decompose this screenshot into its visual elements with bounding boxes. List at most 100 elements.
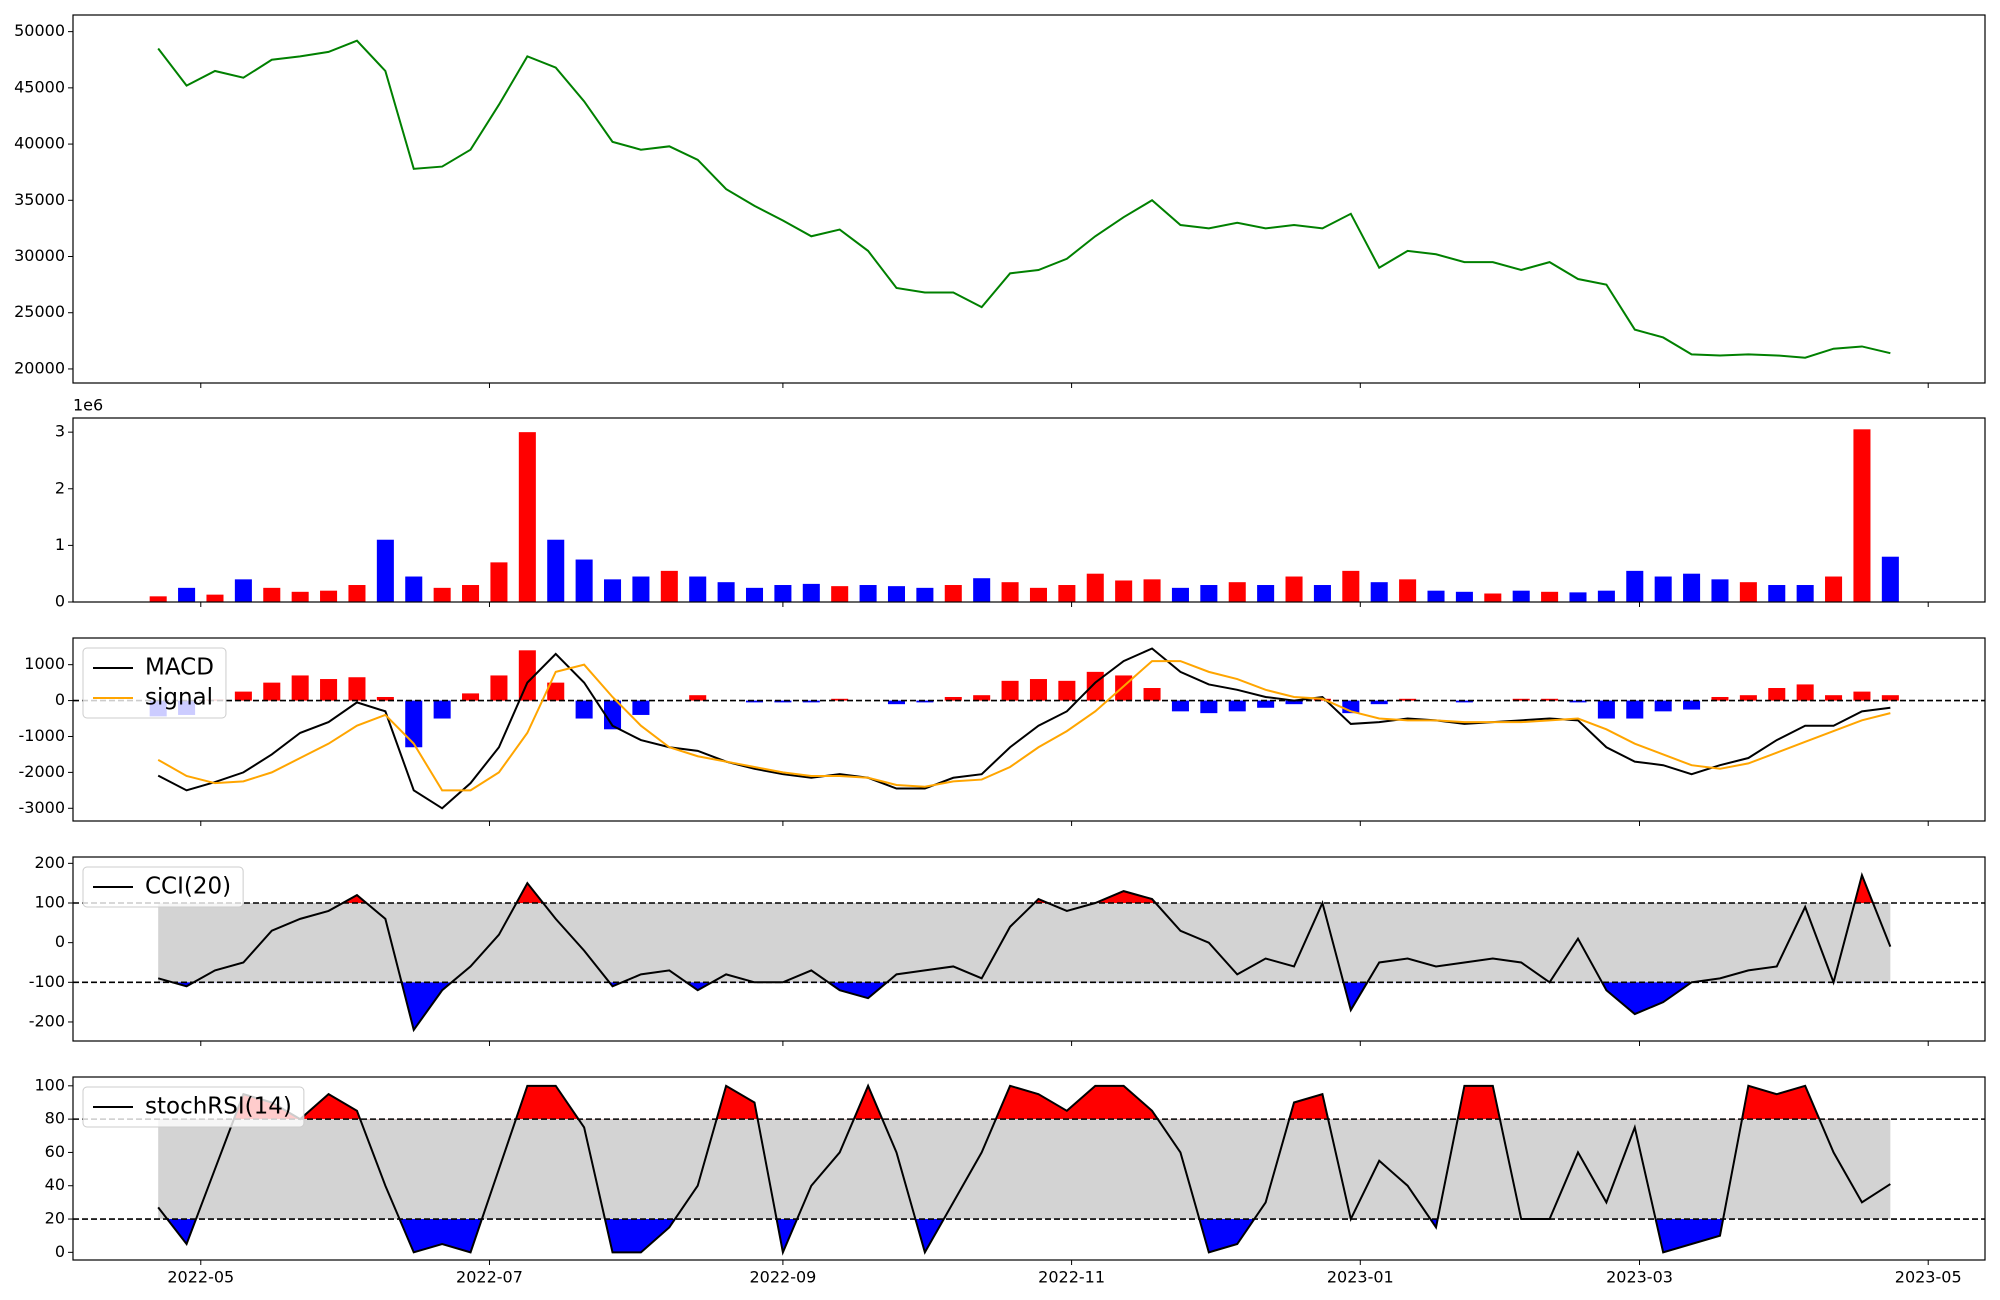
histogram-bar	[348, 677, 366, 701]
volume-bar	[1200, 585, 1218, 602]
volume-bar	[1683, 573, 1701, 602]
y-tick-label: 50000	[14, 21, 65, 40]
volume-bar	[717, 582, 735, 602]
x-tick-label: 2022-11	[1038, 1268, 1105, 1287]
histogram-bar	[1228, 700, 1246, 712]
neutral-band	[158, 1119, 1891, 1220]
volume-bar	[887, 586, 906, 602]
y-tick-label: 25000	[14, 302, 65, 321]
histogram-bar	[1796, 684, 1814, 701]
histogram-bar	[1739, 695, 1757, 701]
volume-bar	[291, 591, 309, 602]
volume-bar	[1796, 585, 1814, 602]
volume-bar	[1711, 579, 1729, 602]
panel-frame	[72, 856, 1986, 1042]
y-tick-label: 20	[45, 1209, 65, 1228]
volume-bar	[802, 583, 820, 602]
volume-bar	[944, 585, 962, 602]
y-tick-label: 1	[55, 535, 65, 554]
volume-bar	[234, 579, 252, 602]
histogram-bar	[1825, 695, 1843, 701]
volume-bar	[774, 585, 792, 602]
volume-bar	[1739, 582, 1757, 602]
oversold-fill	[158, 1219, 1891, 1253]
volume-bar	[660, 570, 678, 602]
legend-label: signal	[145, 685, 213, 711]
y-tick-label: 100	[34, 1075, 65, 1094]
legend-box	[82, 866, 244, 908]
volume-bar	[348, 585, 366, 602]
volume-bar	[1001, 582, 1019, 602]
histogram-bar	[1001, 680, 1019, 701]
y-tick-label: 45000	[14, 77, 65, 96]
legend-label: stochRSI(14)	[145, 1094, 292, 1120]
volume-bar	[405, 576, 423, 602]
histogram-bar	[774, 700, 792, 703]
histogram-bar	[831, 698, 849, 701]
volume-bar	[831, 586, 849, 602]
legend-label: CCI(20)	[145, 874, 231, 900]
y-tick-label: 200	[34, 853, 65, 872]
histogram-bar	[632, 700, 650, 715]
volume-bar	[320, 590, 338, 602]
y-tick-label: -2000	[19, 762, 66, 781]
histogram-bar	[1569, 700, 1587, 703]
histogram-bar	[1257, 700, 1275, 708]
volume-bar	[1541, 591, 1559, 602]
histogram-bar	[1654, 700, 1672, 712]
volume-bar	[859, 585, 877, 602]
volume-bar	[1427, 590, 1445, 602]
volume-bar	[632, 576, 650, 602]
y-tick-label: 3	[55, 422, 65, 441]
y-tick-label: 0	[55, 690, 65, 709]
y-tick-label: 80	[45, 1109, 65, 1128]
histogram-bar	[291, 675, 309, 701]
y-tick-label: 40	[45, 1175, 65, 1194]
histogram-bar	[1143, 688, 1161, 701]
legend-label: MACD	[145, 655, 214, 681]
panel-frame	[72, 637, 1986, 822]
volume-bar	[1455, 591, 1473, 602]
histogram-bar	[263, 682, 281, 701]
y-tick-label: 60	[45, 1142, 65, 1161]
volume-bar	[1825, 576, 1843, 602]
volume-bar	[689, 576, 707, 602]
histogram-bar	[1455, 700, 1473, 703]
histogram-bar	[1512, 698, 1530, 701]
volume-bar	[1512, 590, 1530, 602]
histogram-bar	[916, 700, 934, 703]
histogram-bar	[1853, 691, 1871, 701]
histogram-bar	[745, 700, 764, 703]
volume-bar	[1881, 556, 1899, 602]
histogram-bar	[547, 682, 565, 701]
y-tick-label: 40000	[14, 134, 65, 153]
volume-bar	[604, 579, 622, 602]
histogram-bar	[1171, 700, 1189, 712]
volume-bar	[1597, 590, 1615, 602]
y-offset-label: 1e6	[73, 396, 103, 415]
histogram-bar	[433, 700, 451, 719]
volume-bar	[263, 587, 281, 602]
histogram-bar	[1115, 675, 1133, 701]
volume-bar	[376, 539, 394, 602]
volume-bar	[1399, 579, 1417, 602]
volume-bar	[490, 562, 508, 602]
histogram-bar	[1399, 698, 1417, 701]
y-tick-label: -1000	[19, 726, 66, 745]
histogram-bar	[462, 693, 480, 701]
x-tick-label: 2022-05	[167, 1268, 234, 1287]
volume-bar	[1484, 593, 1502, 602]
volume-bar	[206, 594, 224, 602]
panel-frame	[72, 1076, 1986, 1261]
histogram-bar	[1881, 695, 1899, 701]
x-tick-label: 2022-09	[749, 1268, 816, 1287]
volume-bar	[1853, 429, 1871, 602]
histogram-bar	[1029, 679, 1047, 701]
legend-box	[82, 1086, 305, 1128]
volume-bar	[1257, 585, 1275, 602]
histogram-bar	[604, 700, 622, 730]
histogram-bar	[1541, 698, 1559, 701]
histogram-bar	[1683, 700, 1701, 710]
volume-bar	[1171, 587, 1189, 602]
y-tick-label: 0	[55, 932, 65, 951]
